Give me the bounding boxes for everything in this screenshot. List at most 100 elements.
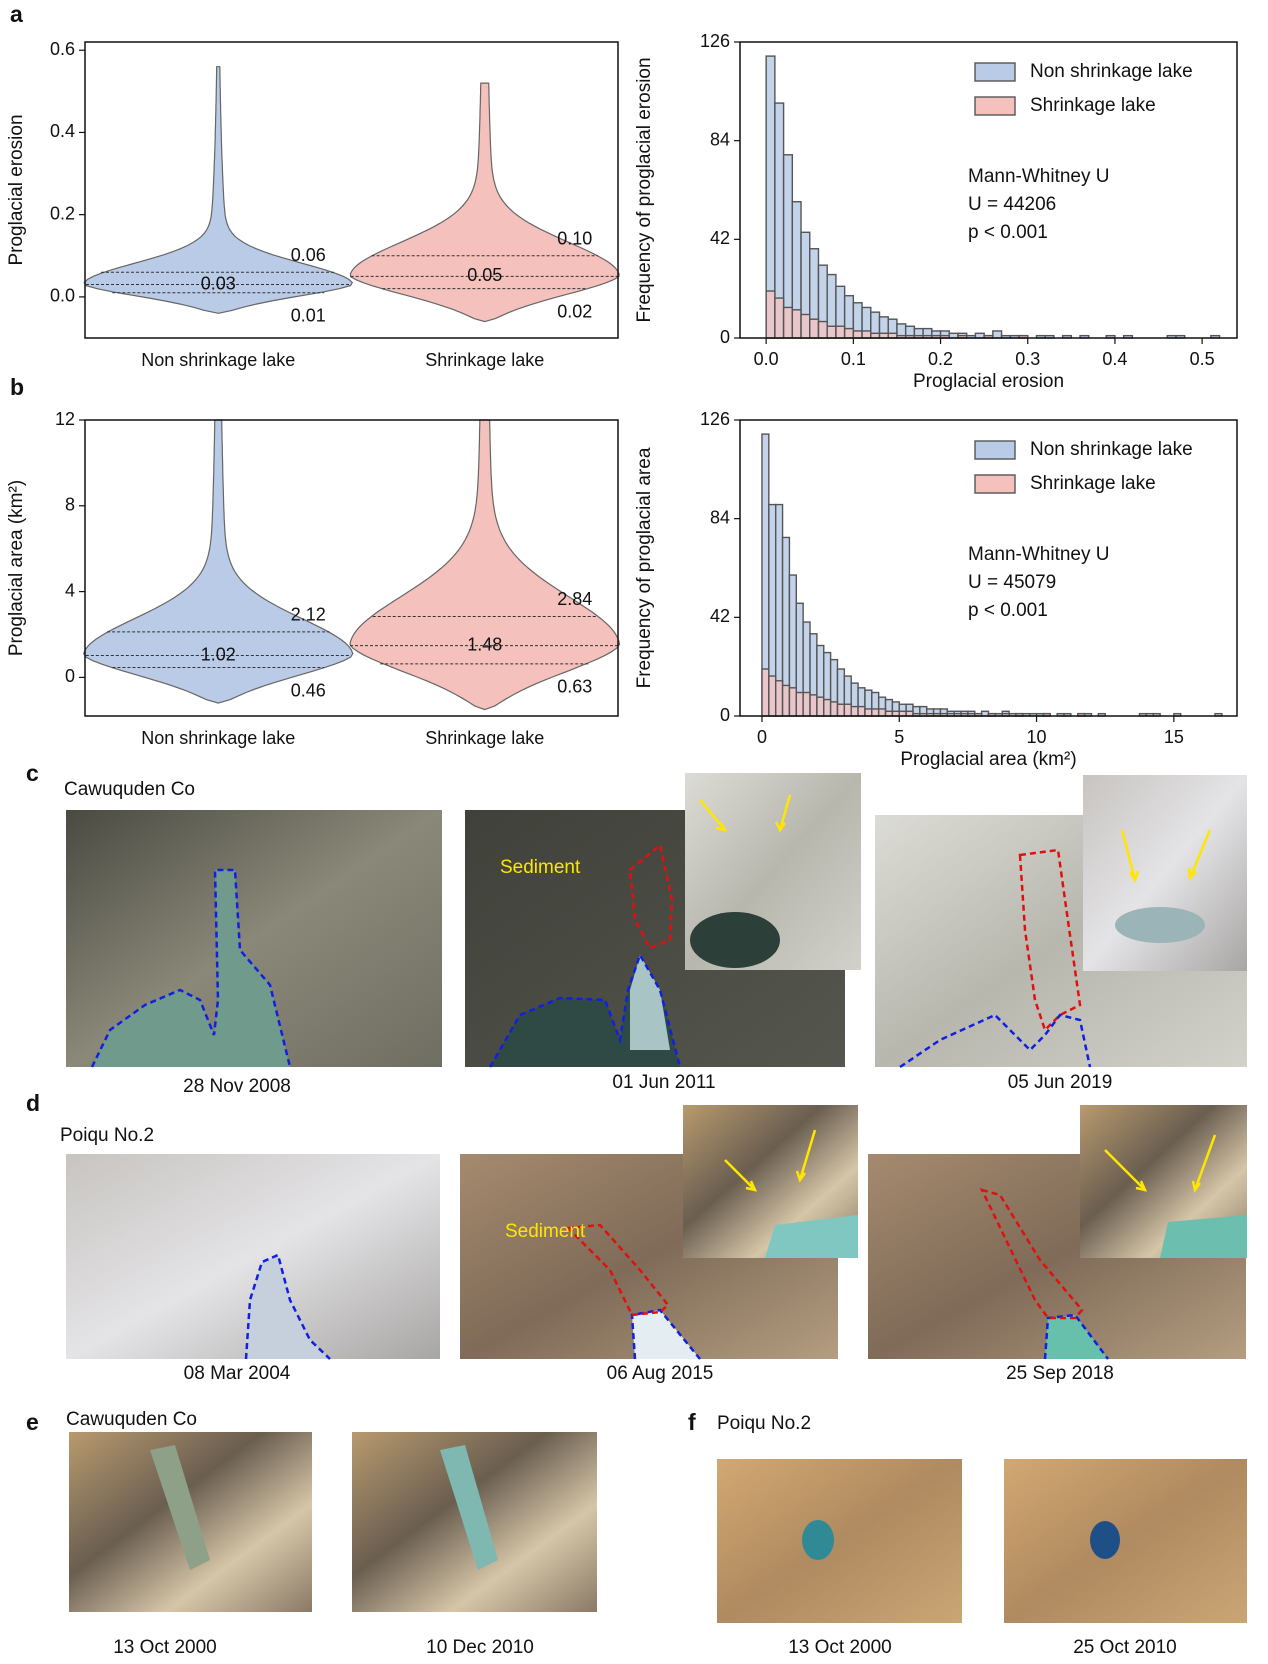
site-label: Poiqu No.2 xyxy=(717,1413,811,1434)
date-label: 25 Sep 2018 xyxy=(1006,1363,1114,1384)
satellite-image xyxy=(1004,1459,1247,1623)
y-tick-label: 84 xyxy=(710,507,730,527)
lake-outline xyxy=(1043,1313,1109,1360)
histogram-bar xyxy=(826,325,837,339)
stat-annotation: Mann-Whitney U xyxy=(968,544,1110,565)
sediment-outline xyxy=(565,1223,670,1317)
histogram-bar xyxy=(791,309,802,339)
histogram-bar xyxy=(800,313,811,339)
value-label: 0.46 xyxy=(291,680,326,700)
lake xyxy=(1045,1315,1108,1359)
histogram-bar xyxy=(871,708,880,717)
histogram-bar xyxy=(761,668,770,717)
lake xyxy=(630,955,670,1050)
y-tick-label: 126 xyxy=(700,31,730,51)
histogram-bar xyxy=(765,290,776,339)
lake xyxy=(440,1445,498,1570)
date-label: 25 Oct 2010 xyxy=(1073,1637,1177,1658)
histogram-bar xyxy=(802,691,811,717)
histogram-bar xyxy=(857,705,866,717)
histogram-bar xyxy=(768,675,777,717)
value-label: 1.02 xyxy=(201,644,236,664)
panel-label: c xyxy=(26,760,39,786)
histogram-bar xyxy=(788,687,797,717)
panel-e: Cawuquden Co 13 Oct 2000 10 Dec 2010 xyxy=(66,1409,597,1658)
histogram-bar xyxy=(816,696,825,717)
x-tick-label: 10 xyxy=(1027,727,1047,747)
x-axis-label: Proglacial erosion xyxy=(913,371,1064,392)
x-tick-label: Non shrinkage lake xyxy=(141,350,295,370)
histogram-bar xyxy=(843,327,855,339)
date-label: 10 Dec 2010 xyxy=(426,1637,534,1658)
y-tick-label: 0.2 xyxy=(50,203,75,223)
sediment-outline xyxy=(979,1188,1084,1320)
panel-f: Poiqu No.2 13 Oct 2000 25 Oct 2010 xyxy=(717,1413,1247,1658)
value-label: 0.10 xyxy=(557,229,592,249)
stat-annotation: Mann-Whitney U xyxy=(968,166,1110,187)
arrows xyxy=(724,1129,817,1192)
lake xyxy=(150,1445,210,1570)
histogram-bar xyxy=(843,703,852,717)
panel-d: Poiqu No.2 Sediment 08 Mar 2004 06 Aug 2… xyxy=(60,1105,1247,1384)
x-tick-label: 15 xyxy=(1164,727,1184,747)
value-label: 0.02 xyxy=(557,301,592,321)
y-axis-label: Proglacial erosion xyxy=(6,114,27,265)
panel-label: e xyxy=(26,1409,39,1435)
histogram-bar xyxy=(774,680,784,717)
charts: 0.0 0.2 0.4 0.6 Proglacial erosion 0.03 0.06 0.… xyxy=(6,31,1238,770)
x-tick-label: 5 xyxy=(894,727,904,747)
date-label: 13 Oct 2000 xyxy=(113,1637,217,1658)
histogram-bar xyxy=(850,705,859,717)
plot-frame xyxy=(739,419,1238,717)
y-tick-label: 8 xyxy=(65,495,75,515)
site-label: Poiqu No.2 xyxy=(60,1125,154,1146)
lake-outline xyxy=(899,1013,1092,1069)
y-tick-label: 42 xyxy=(710,228,730,248)
lake xyxy=(690,912,780,968)
legend-swatch xyxy=(974,440,1016,460)
date-label: 05 Jun 2019 xyxy=(1008,1072,1113,1093)
legend-label: Non shrinkage lake xyxy=(1030,439,1193,460)
panel-label: b xyxy=(10,374,24,400)
plot-frame xyxy=(739,41,1238,339)
lake xyxy=(802,1520,834,1560)
x-tick-label: 0.1 xyxy=(841,349,866,369)
histogram-bar xyxy=(817,320,828,339)
histogram-bar xyxy=(852,330,863,339)
violin-body xyxy=(349,419,621,711)
histogram-bar xyxy=(795,691,804,717)
legend-label: Non shrinkage lake xyxy=(1030,61,1193,82)
arrows xyxy=(699,794,792,833)
stat-annotation: U = 44206 xyxy=(968,194,1056,215)
histogram-bar xyxy=(774,297,785,339)
lake-outline xyxy=(90,868,292,1068)
plot-frame xyxy=(84,419,619,717)
panel-label: d xyxy=(26,1090,40,1116)
lake xyxy=(765,1215,858,1258)
y-tick-label: 126 xyxy=(700,409,730,429)
annotation: Sediment xyxy=(505,1221,586,1242)
x-tick-label: 0 xyxy=(757,727,767,747)
x-tick-label: 0.4 xyxy=(1102,349,1127,369)
x-tick-label: 0.3 xyxy=(1015,349,1040,369)
site-label: Cawuquden Co xyxy=(66,1409,197,1430)
x-tick-label: 0.0 xyxy=(754,349,779,369)
value-label: 2.84 xyxy=(557,589,592,609)
histogram-bar xyxy=(782,306,794,339)
value-label: 0.01 xyxy=(291,306,326,326)
value-label: 0.05 xyxy=(467,265,502,285)
y-tick-label: 84 xyxy=(710,129,730,149)
stat-annotation: p < 0.001 xyxy=(968,222,1048,243)
legend-swatch xyxy=(974,96,1016,116)
histogram-bar xyxy=(809,318,820,339)
y-tick-label: 0 xyxy=(720,327,730,347)
lake xyxy=(246,1255,330,1359)
histogram-bar xyxy=(835,325,846,339)
x-tick-label: 0.5 xyxy=(1190,349,1215,369)
sediment-outline xyxy=(628,842,674,950)
histogram-bar xyxy=(864,708,873,717)
legend-label: Shrinkage lake xyxy=(1030,473,1156,494)
date-label: 01 Jun 2011 xyxy=(612,1072,715,1093)
panel-labels: a b c d e f xyxy=(10,1,696,1435)
